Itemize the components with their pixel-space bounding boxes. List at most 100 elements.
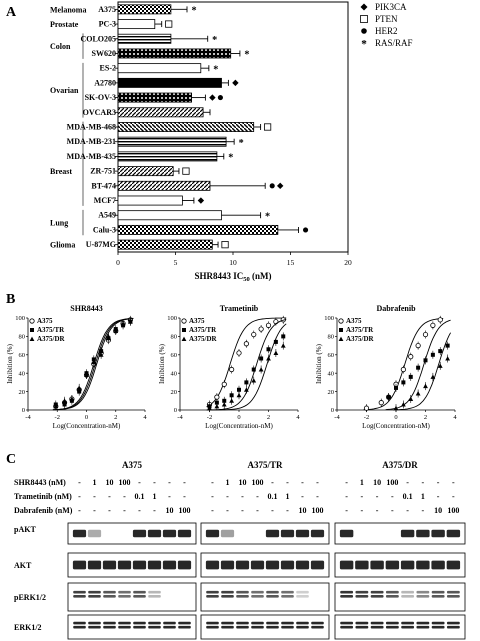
y-tick-label: 20 [328,389,335,396]
category-label: A2780 [94,78,116,87]
data-point [394,385,398,390]
blot-band [236,595,249,598]
square-marker [221,241,229,249]
blot-band [416,621,430,625]
lane-value: - [361,492,364,501]
data-point [243,341,249,347]
lane-value: 1 [286,492,290,501]
bar [117,19,156,30]
lane-value: - [301,492,304,501]
blot-band [355,625,369,629]
blot-band [416,529,430,538]
data-point [281,334,286,339]
lane-value: 10 [373,478,381,487]
panel-letter-b: B [6,292,15,307]
blot-band [88,595,101,598]
blot-band [446,529,461,538]
blot-band [163,621,176,625]
data-point [53,403,59,409]
blot-band [103,590,116,594]
blot-box [334,522,466,545]
lane-value: 10 [299,506,307,515]
lane-value: - [108,506,111,515]
data-point [378,400,384,406]
blot-box [67,522,197,545]
x-tick-label: -4 [25,414,31,421]
diamond-marker [209,94,216,101]
category-label: U-87MG [86,240,116,249]
blot-band [431,560,445,570]
legend-label: A375/TR [37,326,65,334]
blot-band [370,621,384,625]
blot-band [401,595,415,598]
data-point [430,374,436,379]
dose-response-chart-shr8443: SHR8443 0 20 40 60 80 100 -4 -2 0 2 4 Log(Concentrat… [6,304,147,430]
blot-box [200,614,330,640]
group-label: Glioma [50,241,75,250]
blot-band [339,529,354,538]
blot-band [236,625,249,629]
blot-band [205,560,220,570]
legend-label: A375/TR [189,326,217,334]
blot-box [67,614,197,640]
blot-box [334,582,466,612]
bar [117,136,227,147]
panel-letter-a: A [6,5,17,20]
legend-label: PTEN [375,14,398,24]
fit-curve [206,323,287,411]
blot-band [221,590,234,594]
lane-value: - [452,492,455,501]
blot-band [72,529,87,538]
lane-value: - [241,506,244,515]
x-axis-label: Log(Concentration-nM) [53,422,121,430]
blot-band [73,595,86,598]
data-point [438,349,443,354]
lane-value: - [437,478,440,487]
data-point [221,381,227,387]
blot-band [236,621,249,625]
blot-band [132,560,147,570]
blot-band [340,590,354,594]
blot-band [370,625,384,629]
blot-band [296,590,309,594]
data-point [229,393,234,398]
data-point [423,358,428,363]
y-tick-label: 20 [171,389,178,396]
square-marker [263,123,272,131]
blot-band [103,595,116,598]
y-tick-label: 100 [15,315,25,322]
blot-band [118,595,131,598]
bar [117,107,204,118]
blot-band [385,621,399,625]
blot-band [385,595,399,598]
lane-value: 0.1 [268,492,278,501]
blot-band [370,560,384,570]
lane-value: - [183,492,186,501]
data-point [62,398,67,403]
lane-value: 100 [252,478,264,487]
data-point [280,343,286,348]
blot-band [88,621,101,625]
data-point [445,343,450,348]
blot-band [72,560,87,570]
blot-band [281,625,294,629]
lane-value: 0.1 [135,492,145,501]
bar [117,239,213,250]
data-point [84,372,89,378]
blot-band [251,625,264,629]
western-blot: SHR8443 (nM) Trametinib (nM) Dabrafenib (n… [14,460,466,640]
bar [117,210,222,221]
blot-band [281,595,294,598]
x-tick-label: 2 [424,414,427,421]
lane-value: - [406,478,409,487]
blot-band [296,595,309,598]
bar [117,48,232,59]
lane-value: - [211,492,214,501]
blot-band [162,529,177,538]
diamond-marker [277,182,284,190]
legend-label: A375/TR [346,326,374,334]
chart-title: SHR8443 [70,304,102,313]
x-axis-label: Log(Concentration-nM) [362,422,430,430]
blot-band [401,590,415,594]
